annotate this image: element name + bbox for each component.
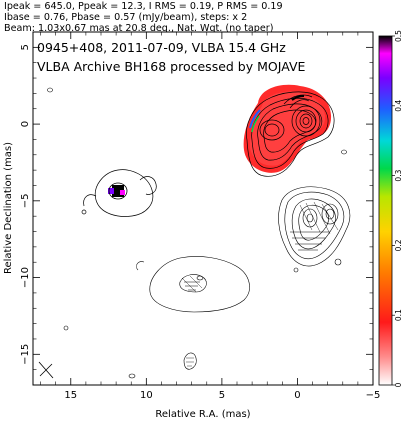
plot-area: 0945+408, 2011-07-09, VLBA 15.4 GHz VLBA… (20, 31, 381, 401)
x-tick-label: 15 (64, 390, 77, 401)
y-axis-label: Relative Declination (mas) (3, 142, 14, 274)
x-axis-label: Relative R.A. (mas) (155, 409, 250, 420)
y-tick-label: −15 (20, 344, 31, 365)
header-line-2: Ibase = 0.76, Pbase = 0.57 (mJy/beam), s… (4, 12, 247, 23)
west-knot (81, 169, 157, 217)
southern-lobe (278, 149, 351, 273)
y-tick-label: −10 (20, 267, 31, 288)
contour-map (47, 84, 351, 379)
chart-title: 0945+408, 2011-07-09, VLBA 15.4 GHz (37, 40, 286, 55)
colorbar-tick-label: 0.5 (394, 30, 403, 42)
colorbar-tick-label: 0.4 (394, 100, 403, 112)
plot-frame (32, 31, 374, 386)
y-tick-label: 0 (20, 121, 31, 127)
colorbar-scale (378, 35, 393, 386)
colorbar-tick-label: 0.1 (394, 309, 403, 321)
colorbar-ticks: 0 0.1 0.2 0.3 0.4 0.5 (392, 30, 403, 387)
core-rim (249, 95, 305, 133)
colorbar-tick-label: 0 (394, 382, 403, 387)
beam-marker (38, 361, 54, 379)
y-tick-label: −5 (20, 193, 31, 208)
x-tick-label: 10 (140, 390, 153, 401)
header-line-1: Ipeak = 645.0, Ppeak = 12.3, I RMS = 0.1… (4, 1, 283, 12)
colorbar: 0 0.1 0.2 0.3 0.4 0.5 (378, 30, 403, 387)
colorbar-tick-label: 0.2 (394, 239, 403, 251)
x-tick-label: −5 (366, 390, 381, 401)
mid-feature (47, 87, 250, 379)
header-line-3: Beam: 1.03x0.67 mas at 20.8 deg., Nat. W… (4, 23, 273, 34)
core-component (243, 84, 335, 177)
x-tick-label: 0 (294, 390, 300, 401)
x-axis: 15 10 5 0 −5 (40, 32, 381, 401)
y-axis: 5 0 −5 −10 −15 (20, 31, 373, 386)
x-tick-label: 5 (219, 390, 225, 401)
colorbar-tick-label: 0.3 (394, 169, 403, 181)
y-tick-label: 5 (20, 44, 31, 50)
chart-subtitle: VLBA Archive BH168 processed by MOJAVE (37, 59, 305, 74)
